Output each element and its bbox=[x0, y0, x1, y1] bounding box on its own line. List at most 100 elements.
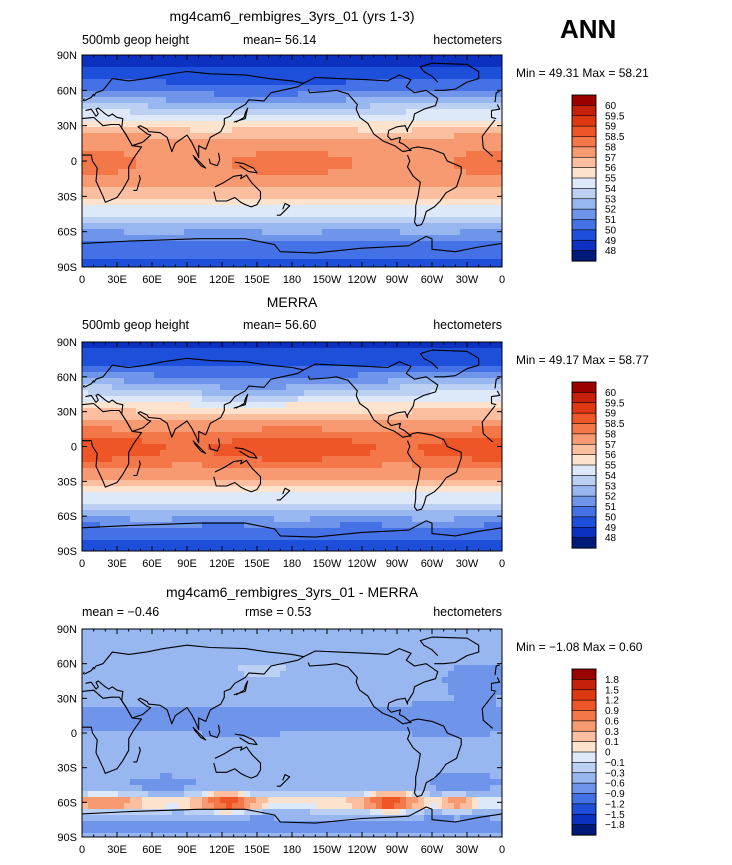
field-cell bbox=[172, 151, 179, 158]
field-cell bbox=[298, 199, 305, 206]
field-cell bbox=[118, 372, 125, 379]
field-cell bbox=[358, 199, 365, 206]
field-cell bbox=[346, 444, 353, 451]
field-cell bbox=[196, 85, 203, 92]
field-cell bbox=[262, 115, 269, 122]
field-cell bbox=[106, 462, 113, 469]
field-cell bbox=[286, 516, 293, 523]
field-cell bbox=[178, 97, 185, 104]
field-cell bbox=[268, 516, 275, 523]
field-cell bbox=[310, 474, 317, 481]
field-cell bbox=[304, 73, 311, 80]
field-cell bbox=[214, 342, 221, 349]
field-cell bbox=[196, 528, 203, 535]
field-cell bbox=[286, 498, 293, 505]
field-cell bbox=[442, 360, 449, 367]
field-cell bbox=[430, 259, 437, 266]
field-cell bbox=[112, 139, 119, 146]
field-cell bbox=[472, 432, 479, 439]
field-cell bbox=[166, 247, 173, 254]
field-cell bbox=[376, 103, 383, 110]
field-cell bbox=[340, 342, 347, 349]
field-cell bbox=[334, 217, 341, 224]
field-cell bbox=[244, 426, 251, 433]
field-cell bbox=[412, 426, 419, 433]
field-cell bbox=[496, 229, 503, 236]
field-cell bbox=[106, 420, 113, 427]
field-cell bbox=[232, 55, 239, 62]
field-cell bbox=[388, 498, 395, 505]
field-cell bbox=[232, 127, 239, 134]
field-cell bbox=[190, 121, 197, 128]
field-cell bbox=[484, 205, 491, 212]
field-cell bbox=[274, 91, 281, 98]
field-cell bbox=[262, 480, 269, 487]
field-cell bbox=[304, 492, 311, 499]
field-cell bbox=[94, 492, 101, 499]
field-cell bbox=[202, 426, 209, 433]
field-cell bbox=[370, 456, 377, 463]
field-cell bbox=[196, 169, 203, 176]
field-cell bbox=[172, 486, 179, 493]
field-cell bbox=[106, 127, 113, 134]
field-cell bbox=[478, 474, 485, 481]
field-cell bbox=[232, 366, 239, 373]
field-cell bbox=[478, 372, 485, 379]
field-cell bbox=[274, 223, 281, 230]
panel-left-label: 500mb geop height bbox=[82, 318, 190, 332]
field-cell bbox=[130, 510, 137, 517]
field-cell bbox=[298, 265, 305, 268]
field-cell bbox=[472, 516, 479, 523]
field-cell bbox=[358, 480, 365, 487]
field-cell bbox=[220, 109, 227, 116]
field-cell bbox=[160, 175, 167, 182]
field-cell bbox=[154, 127, 161, 134]
field-cell bbox=[250, 79, 257, 86]
field-cell bbox=[370, 61, 377, 68]
field-cell bbox=[340, 438, 347, 445]
field-cell bbox=[310, 175, 317, 182]
field-cell bbox=[346, 163, 353, 170]
field-cell bbox=[190, 175, 197, 182]
field-cell bbox=[196, 354, 203, 361]
field-cell bbox=[226, 522, 233, 529]
field-cell bbox=[196, 504, 203, 511]
field-cell bbox=[148, 432, 155, 439]
coastline bbox=[494, 90, 500, 103]
field-cell bbox=[448, 175, 455, 182]
field-cell bbox=[178, 342, 185, 349]
field-cell bbox=[226, 408, 233, 415]
field-cell bbox=[496, 504, 503, 511]
field-cell bbox=[400, 235, 407, 242]
field-cell bbox=[250, 378, 257, 385]
field-cell bbox=[382, 402, 389, 409]
field-cell bbox=[142, 163, 149, 170]
field-cell bbox=[304, 145, 311, 152]
field-cell bbox=[388, 384, 395, 391]
field-cell bbox=[436, 492, 443, 499]
field-cell bbox=[106, 205, 113, 212]
x-tick-label: 30W bbox=[456, 274, 479, 286]
field-cell bbox=[412, 354, 419, 361]
field-cell bbox=[358, 390, 365, 397]
field-cell bbox=[190, 450, 197, 457]
field-cell bbox=[370, 492, 377, 499]
field-cell bbox=[100, 348, 107, 355]
field-cell bbox=[184, 480, 191, 487]
field-cell bbox=[280, 474, 287, 481]
field-cell bbox=[268, 486, 275, 493]
field-cell bbox=[136, 378, 143, 385]
field-cell bbox=[178, 205, 185, 212]
field-cell bbox=[250, 480, 257, 487]
field-cell bbox=[490, 504, 497, 511]
field-cell bbox=[106, 253, 113, 260]
field-cell bbox=[130, 85, 137, 92]
field-cell bbox=[208, 510, 215, 517]
field-cell bbox=[322, 175, 329, 182]
field-cell bbox=[424, 139, 431, 146]
field-cell bbox=[220, 438, 227, 445]
field-cell bbox=[322, 115, 329, 122]
field-cell bbox=[238, 528, 245, 535]
field-cell bbox=[364, 133, 371, 140]
field-cell bbox=[418, 217, 425, 224]
